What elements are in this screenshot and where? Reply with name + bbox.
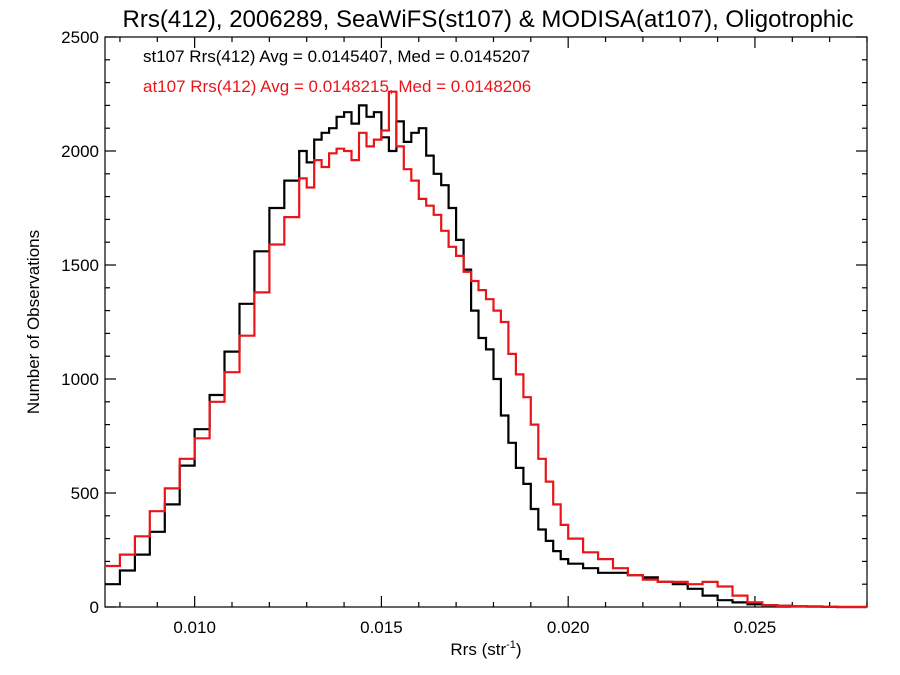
x-axis-label: Rrs (str-1): [450, 639, 521, 659]
y-axis-label: Number of Observations: [24, 230, 43, 414]
y-tick-label: 2000: [61, 142, 99, 161]
chart-title: Rrs(412), 2006289, SeaWiFS(st107) & MODI…: [123, 6, 854, 33]
x-axis-label-main: Rrs (str: [450, 640, 506, 659]
x-axis-label-sup: -1: [506, 639, 516, 651]
x-axis: 0.010 0.015 0.020 0.025: [119, 37, 868, 637]
y-axis: 0 500 1000 1500 2000 2500: [61, 28, 867, 617]
y-tick-label: 1000: [61, 370, 99, 389]
x-tick-label: 0.020: [547, 618, 590, 637]
series-layer: [105, 90, 867, 609]
y-tick-label: 2500: [61, 28, 99, 47]
plot-frame: [104, 36, 868, 608]
y-tick-label: 0: [90, 598, 99, 617]
annotation-st107: st107 Rrs(412) Avg = 0.0145407, Med = 0.…: [143, 47, 530, 66]
x-tick-label: 0.010: [173, 618, 216, 637]
y-tick-label: 500: [71, 484, 99, 503]
histogram-series-st107: [105, 104, 867, 609]
x-tick-label: 0.025: [734, 618, 777, 637]
x-axis-label-close: ): [516, 640, 522, 659]
x-tick-label: 0.015: [360, 618, 403, 637]
histogram-series-at107: [105, 90, 867, 609]
annotation-at107: at107 Rrs(412) Avg = 0.0148215, Med = 0.…: [143, 77, 531, 96]
y-tick-label: 1500: [61, 256, 99, 275]
